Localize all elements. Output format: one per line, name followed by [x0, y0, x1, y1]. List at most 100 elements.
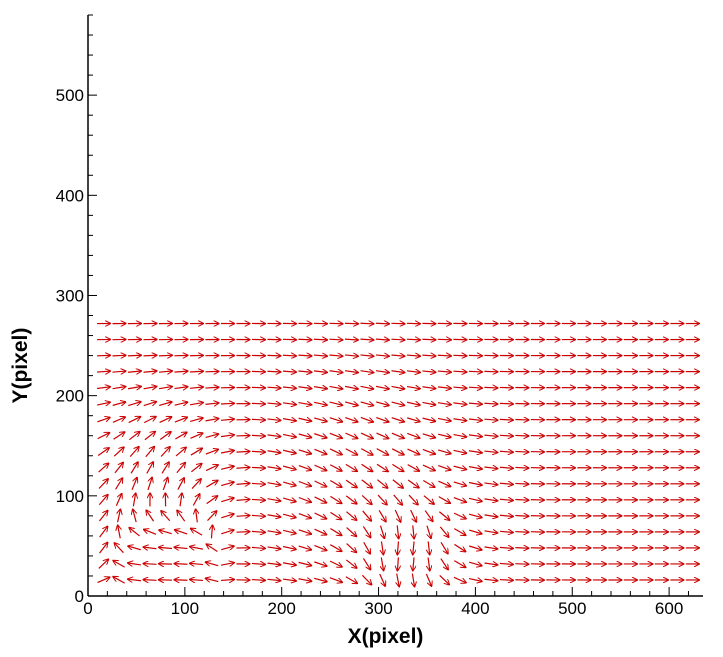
vector-arrow	[468, 514, 482, 517]
vector-arrow	[407, 464, 419, 471]
vector-arrow	[251, 403, 265, 404]
vector-arrow	[298, 546, 311, 550]
vector-arrow	[379, 573, 385, 586]
vector-arrow	[251, 419, 265, 420]
vector-arrow	[298, 371, 311, 372]
vector-arrow	[97, 448, 109, 456]
vector-arrow	[282, 530, 296, 533]
vector-arrow	[144, 564, 157, 565]
vector-arrow	[236, 499, 249, 500]
vector-arrow	[98, 495, 107, 506]
vector-arrow	[453, 576, 466, 582]
vector-arrow	[113, 432, 125, 440]
vector-arrow	[174, 402, 188, 405]
vector-arrow	[143, 386, 157, 388]
vector-arrow	[282, 579, 296, 581]
x-tick-label: 400	[461, 599, 489, 618]
vector-arrow	[159, 547, 173, 548]
vector-arrow	[345, 432, 357, 438]
vector-arrow	[376, 432, 388, 438]
vector-arrow	[267, 387, 280, 388]
vector-arrow	[191, 479, 201, 489]
vector-arrow	[206, 578, 219, 581]
vector-arrow	[499, 531, 513, 532]
vector-arrow	[191, 529, 203, 536]
vector-arrow	[360, 416, 373, 421]
vector-arrow	[453, 403, 466, 405]
vector-arrow	[298, 579, 312, 581]
vector-arrow	[159, 402, 172, 406]
vector-arrow	[314, 480, 327, 487]
vector-arrow	[484, 547, 497, 549]
vector-arrow	[426, 525, 431, 538]
vector-arrow	[330, 480, 341, 488]
vector-arrow	[298, 387, 312, 389]
vector-arrow	[298, 418, 312, 421]
vector-arrow	[345, 559, 356, 568]
vector-arrow	[220, 563, 234, 565]
vector-arrow	[413, 557, 414, 570]
y-tick-label: 300	[56, 286, 84, 305]
vector-arrow	[298, 496, 311, 503]
vector-arrow	[220, 435, 234, 437]
vector-arrow	[346, 511, 356, 520]
vector-arrow	[362, 510, 371, 521]
vector-arrow	[344, 371, 358, 373]
vector-arrow	[439, 526, 448, 537]
vector-arrow	[406, 371, 420, 373]
vector-arrow	[329, 448, 342, 455]
vector-arrow	[515, 516, 528, 517]
vector-arrow	[282, 434, 296, 437]
vector-arrow	[283, 514, 296, 517]
vector-arrow	[376, 463, 388, 471]
vector-arrow	[468, 562, 482, 566]
x-tick-label: 0	[83, 599, 92, 618]
vector-arrow	[422, 387, 435, 389]
vector-arrow	[146, 462, 153, 474]
vector-arrow	[174, 387, 188, 389]
vector-arrow	[314, 464, 327, 470]
vector-arrow	[267, 355, 280, 356]
vector-arrow	[143, 402, 156, 407]
vector-arrow	[484, 499, 497, 501]
vector-arrow	[344, 355, 358, 356]
vector-arrow	[298, 449, 311, 454]
vector-arrow	[330, 511, 341, 519]
y-tick-label: 200	[56, 387, 84, 406]
vector-arrow	[282, 563, 296, 565]
x-axis-ticks: 0 100 200 300 400 500 600	[83, 587, 689, 618]
vector-arrow	[118, 510, 121, 523]
vector-arrow	[251, 387, 265, 388]
vector-arrow	[313, 355, 327, 356]
vector-arrow	[499, 580, 513, 581]
vector-arrow	[96, 371, 110, 372]
vector-arrow	[206, 562, 219, 566]
vector-arrow	[314, 561, 326, 566]
vector-arrow	[236, 515, 249, 516]
vector-arrow	[191, 464, 201, 473]
vector-arrow	[298, 529, 311, 534]
vector-arrow	[329, 355, 342, 356]
vector-arrow	[330, 495, 341, 503]
vector-arrow	[394, 509, 400, 522]
vector-arrow	[361, 463, 372, 471]
vector-arrow	[129, 528, 140, 537]
vector-arrow	[453, 435, 467, 437]
vector-arrow	[437, 371, 451, 372]
vector-arrow	[144, 432, 155, 441]
vector-arrow	[468, 419, 482, 420]
vector-arrow	[407, 479, 419, 488]
vector-arrow	[422, 339, 435, 340]
vector-arrow	[267, 403, 280, 404]
vector-arrow	[220, 419, 234, 420]
vector-arrow	[298, 513, 311, 519]
vector-arrow	[267, 579, 280, 580]
vector-arrow	[381, 541, 383, 554]
vector-arrow	[98, 511, 107, 522]
vector-arrow	[484, 467, 497, 469]
vector-arrow	[361, 494, 372, 504]
vector-arrow	[251, 580, 265, 581]
vector-arrow	[220, 403, 234, 404]
vector-arrow	[406, 339, 420, 340]
